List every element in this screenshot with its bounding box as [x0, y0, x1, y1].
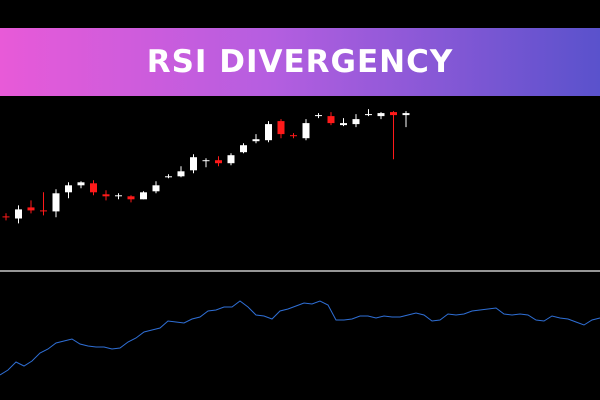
candle-body	[165, 176, 172, 178]
candle-body	[115, 195, 122, 197]
candle-body	[352, 119, 360, 125]
candle-body	[252, 139, 260, 142]
candle-body	[340, 123, 347, 126]
candle-body	[15, 209, 22, 219]
candle-body	[177, 171, 185, 177]
candle-body	[402, 113, 410, 116]
title-banner: RSI DIVERGENCY	[0, 28, 600, 96]
candle-body	[315, 115, 322, 117]
candle-body	[65, 185, 72, 193]
candle-body	[127, 196, 135, 200]
candle-body	[365, 114, 372, 116]
candle-body	[140, 192, 147, 200]
candle-body	[390, 112, 397, 116]
candle-body	[377, 113, 385, 117]
candle-body	[102, 194, 110, 197]
candle-body	[215, 160, 222, 164]
candle-body	[240, 145, 247, 153]
candle-body	[52, 193, 60, 212]
candle-body	[277, 121, 285, 135]
candle-body	[27, 207, 35, 211]
candle-body	[227, 155, 235, 164]
candle-body	[327, 116, 335, 124]
candle-body	[40, 210, 47, 212]
rsi-line	[0, 300, 600, 376]
candle-body	[152, 185, 160, 192]
candle-body	[190, 157, 197, 171]
candle-body	[2, 216, 10, 218]
candle-body	[90, 183, 97, 193]
candle-body	[265, 124, 272, 141]
candle-body	[202, 160, 210, 162]
candle-body	[290, 135, 297, 137]
candle-body	[302, 123, 310, 139]
candle-body	[77, 182, 85, 186]
banner-title: RSI DIVERGENCY	[146, 44, 454, 80]
